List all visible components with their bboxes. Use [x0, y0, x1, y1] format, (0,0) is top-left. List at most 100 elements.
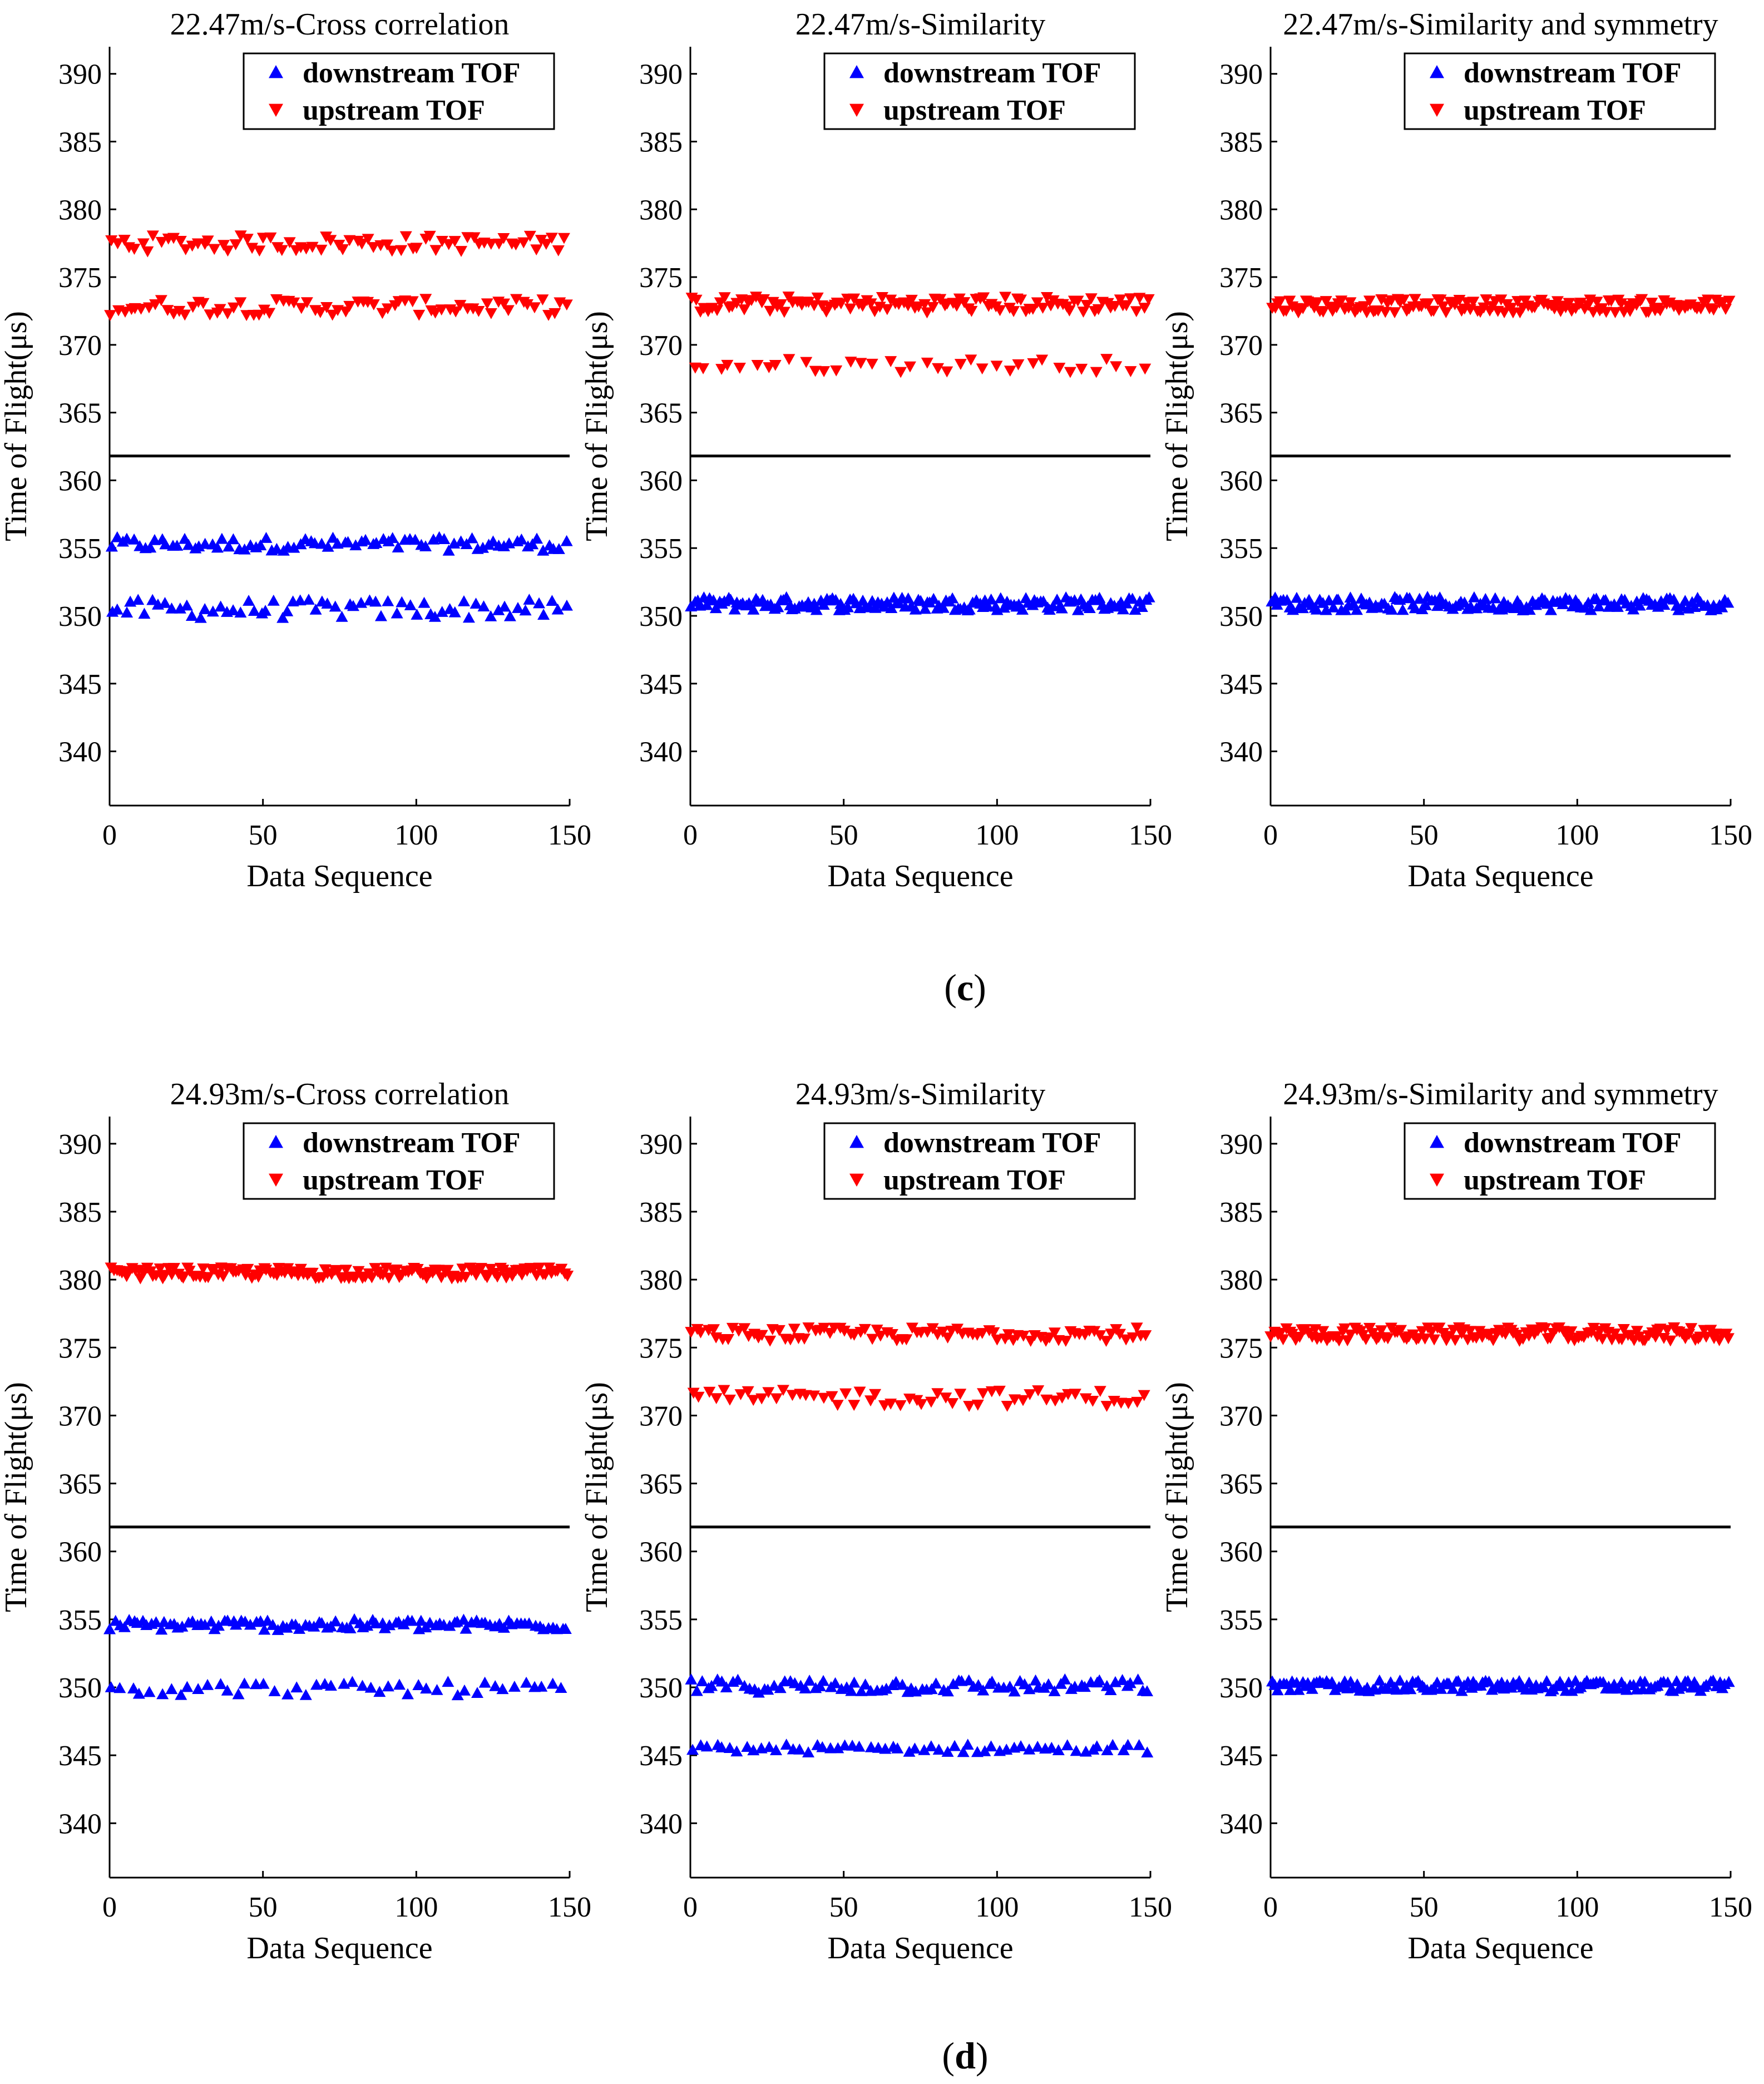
data-point — [1452, 1675, 1465, 1686]
data-point — [1063, 305, 1076, 317]
data-point — [764, 1335, 777, 1347]
chart-title: 24.93m/s-Similarity and symmetry — [1283, 1077, 1718, 1112]
data-point — [120, 532, 133, 544]
y-tick-label: 385 — [1219, 1197, 1263, 1228]
data-point — [773, 1325, 785, 1336]
data-point — [1037, 595, 1050, 606]
data-point — [327, 531, 339, 543]
caption-close-paren: ) — [976, 2034, 989, 2077]
legend: downstream TOF upstream TOF — [823, 52, 1136, 130]
data-point — [1139, 1330, 1152, 1341]
data-point — [784, 1334, 797, 1346]
y-tick-label: 340 — [639, 1808, 683, 1840]
data-point — [1483, 1675, 1495, 1687]
data-point — [930, 1677, 942, 1689]
y-tick-label: 370 — [58, 1400, 102, 1432]
data-point — [1442, 1331, 1455, 1342]
data-point — [921, 307, 933, 319]
y-tick-label: 345 — [1219, 1740, 1263, 1772]
series-upstream — [105, 1262, 574, 1285]
data-point — [1027, 358, 1040, 369]
data-point — [1311, 297, 1323, 309]
data-point — [381, 239, 393, 251]
data-point — [127, 1682, 140, 1693]
data-point — [1116, 1674, 1129, 1685]
data-point — [241, 234, 254, 245]
data-point — [1287, 604, 1299, 615]
data-point — [448, 236, 461, 247]
data-point — [261, 1614, 274, 1626]
data-point — [1042, 1678, 1055, 1690]
y-tick-label: 385 — [639, 127, 683, 159]
data-point — [1395, 1325, 1407, 1336]
chart-d1: 24.93m/s-Cross correlation 340 345 350 355 36… — [0, 1077, 591, 1966]
data-point — [993, 1385, 1006, 1397]
data-point — [411, 609, 423, 620]
data-point — [1036, 303, 1049, 314]
y-tick-label: 380 — [639, 1265, 683, 1296]
data-point — [338, 1677, 350, 1689]
series-downstream — [105, 531, 573, 623]
data-point — [1141, 1746, 1154, 1757]
data-point — [253, 245, 266, 257]
data-point — [329, 1615, 342, 1627]
data-point — [241, 1263, 254, 1275]
data-point — [1373, 1674, 1386, 1686]
data-point — [471, 1687, 483, 1698]
data-point — [259, 605, 272, 616]
data-point — [208, 244, 221, 255]
data-point — [128, 244, 141, 255]
data-point — [1008, 1394, 1021, 1406]
data-point — [1069, 1389, 1081, 1400]
data-point — [1284, 1684, 1297, 1695]
data-point — [485, 239, 497, 250]
data-point — [963, 603, 976, 615]
data-point — [561, 1271, 574, 1282]
y-tick-label: 375 — [1219, 1332, 1263, 1364]
data-point — [118, 1621, 131, 1632]
data-point — [1114, 1329, 1126, 1340]
data-point — [1036, 354, 1049, 366]
data-point — [1124, 293, 1137, 305]
data-point — [976, 1328, 989, 1339]
data-point — [844, 303, 857, 315]
data-point — [885, 1398, 897, 1410]
chart-title: 24.93m/s-Cross correlation — [170, 1077, 510, 1112]
data-point — [442, 544, 455, 556]
data-point — [1716, 601, 1728, 613]
data-point — [1363, 295, 1376, 307]
data-point — [778, 307, 790, 318]
x-axis-label: Data Sequence — [1407, 1931, 1593, 1966]
data-point — [238, 1677, 251, 1689]
x-axis-label: Data Sequence — [246, 859, 432, 893]
data-point — [990, 360, 1003, 372]
y-tick-label: 360 — [639, 465, 683, 497]
legend-label-upstream: upstream TOF — [883, 1164, 1066, 1196]
data-point — [349, 539, 362, 551]
y-tick-label: 385 — [1219, 127, 1263, 159]
data-point — [121, 606, 134, 618]
data-point — [686, 1744, 699, 1755]
data-point — [900, 1334, 913, 1346]
data-point — [260, 532, 273, 543]
data-point — [202, 1272, 215, 1283]
data-point — [449, 306, 462, 318]
data-point — [841, 601, 854, 613]
x-axis-label: Data Sequence — [827, 1931, 1013, 1966]
data-point — [1627, 603, 1640, 615]
data-point — [1071, 295, 1084, 307]
data-point — [802, 1322, 815, 1334]
data-point — [982, 600, 995, 611]
y-tick-label: 385 — [58, 1197, 102, 1228]
data-point — [392, 541, 404, 552]
data-point — [1114, 294, 1126, 306]
data-point — [1545, 604, 1558, 615]
legend-label-downstream: downstream TOF — [303, 1127, 521, 1159]
data-point — [173, 305, 186, 317]
data-point — [1722, 1333, 1735, 1345]
data-point — [763, 1741, 775, 1752]
legend-box — [1404, 1122, 1716, 1200]
data-point — [211, 541, 224, 553]
data-point — [1540, 1675, 1553, 1686]
y-tick-label: 380 — [58, 1265, 102, 1296]
